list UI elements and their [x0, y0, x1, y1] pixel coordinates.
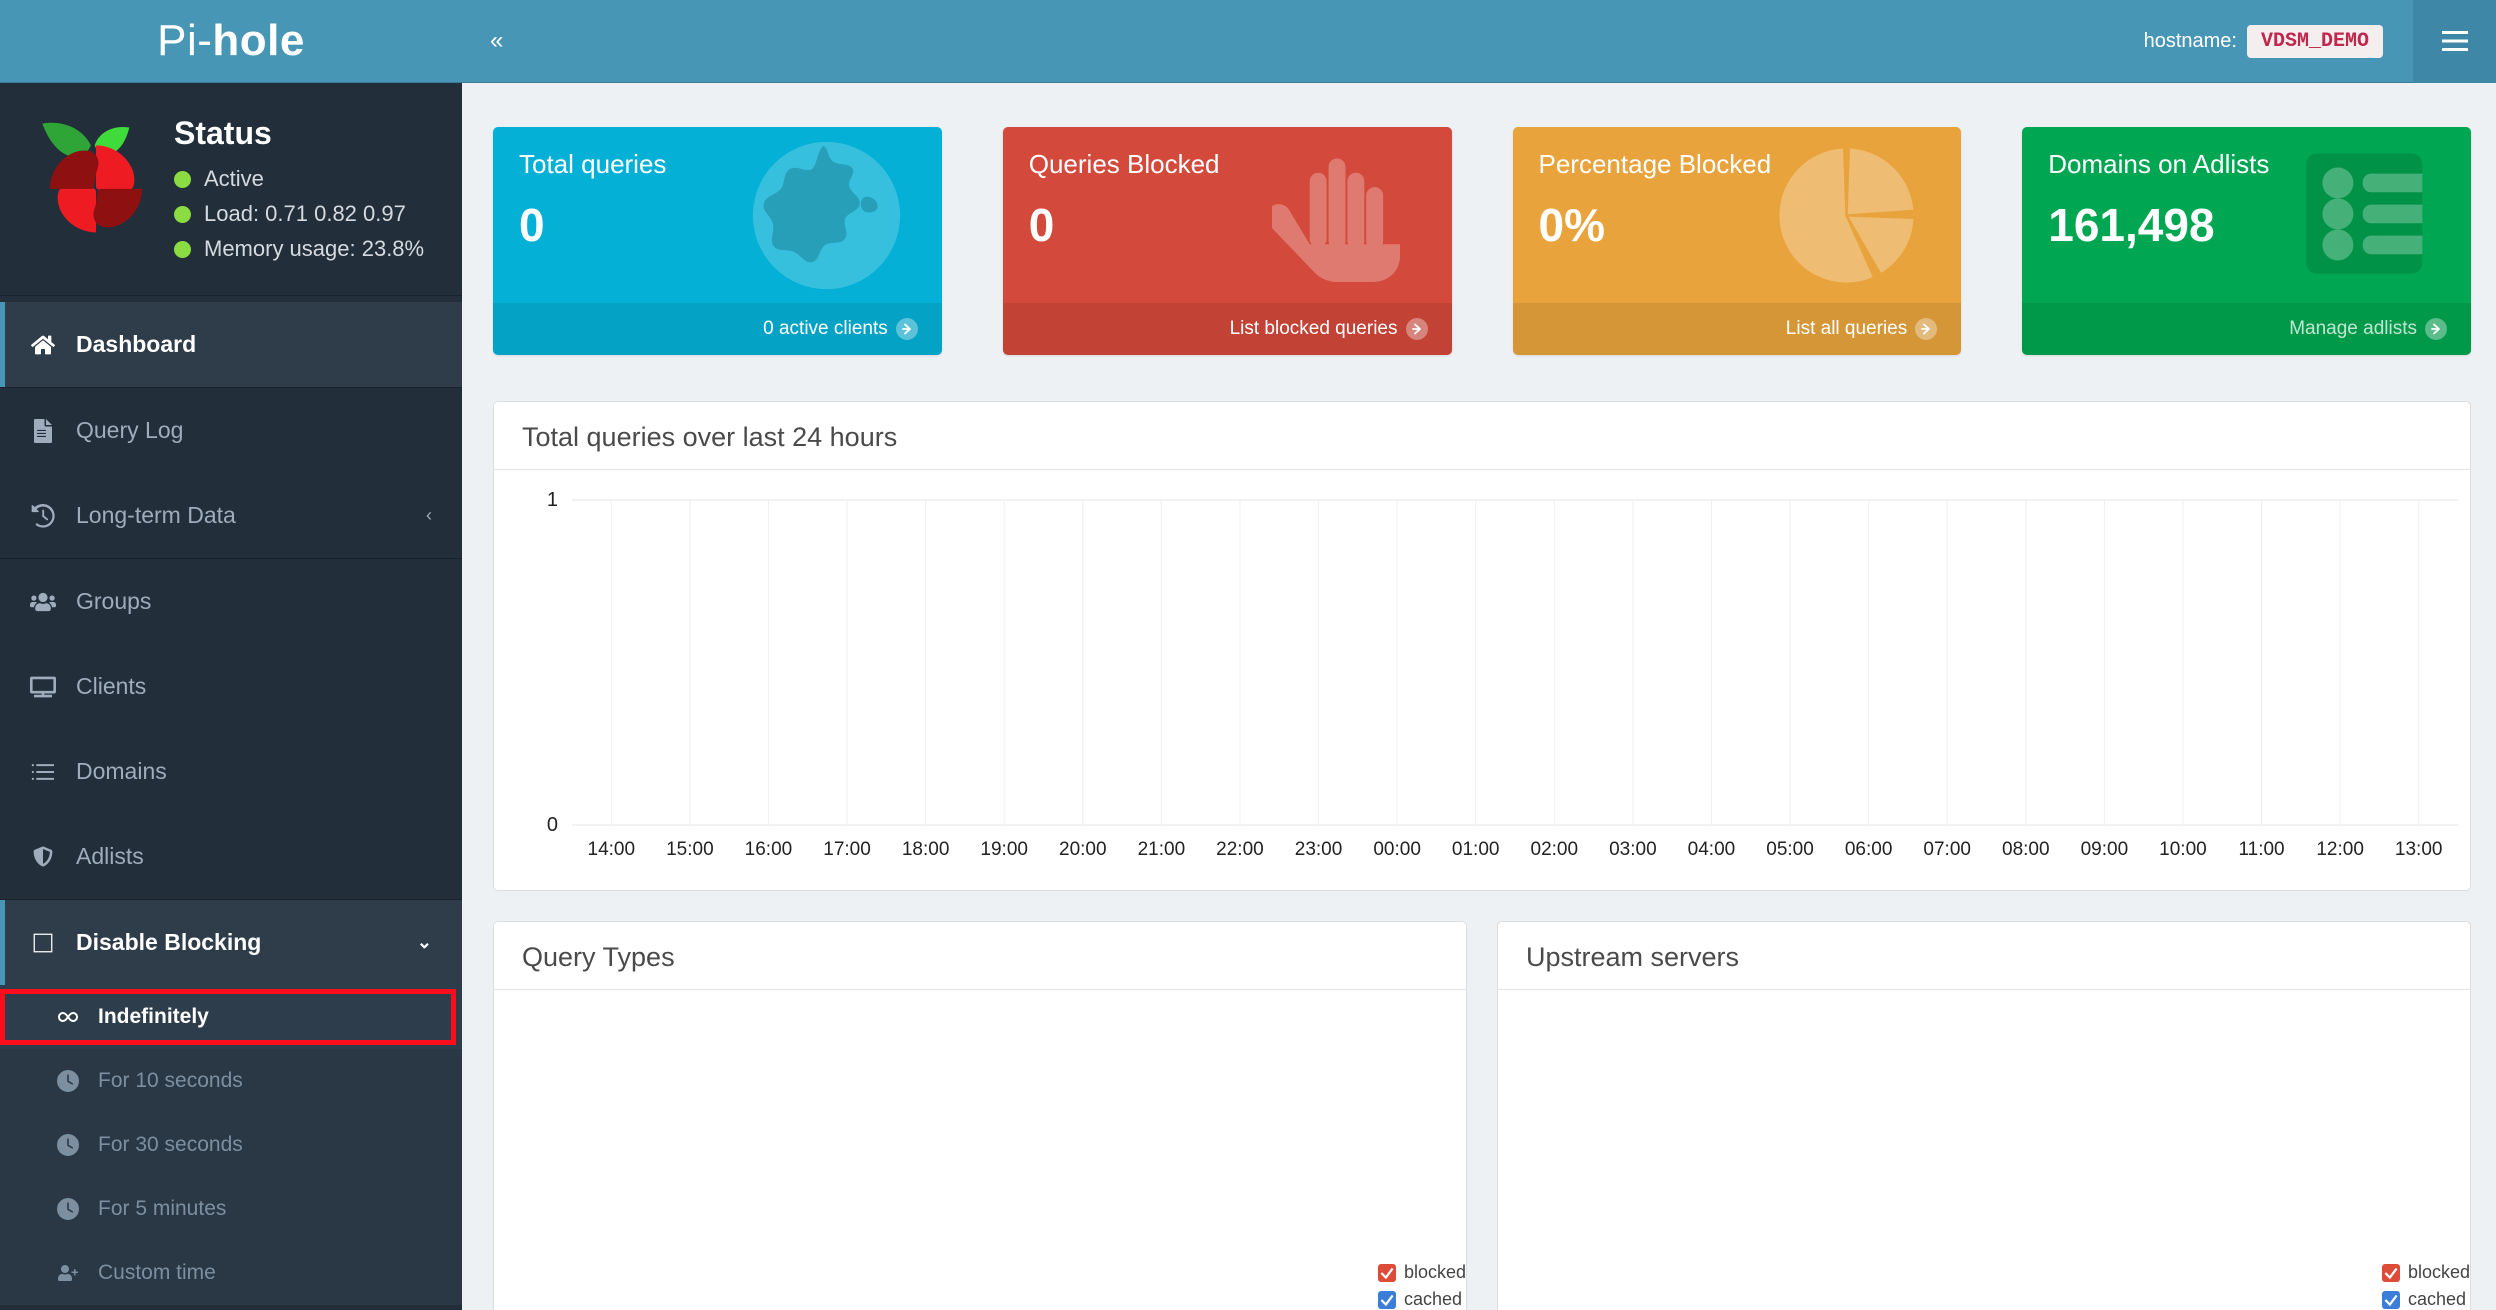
svg-text:16:00: 16:00	[745, 839, 793, 860]
svg-text:01:00: 01:00	[1452, 839, 1500, 860]
svg-text:19:00: 19:00	[980, 839, 1028, 860]
svg-text:21:00: 21:00	[1138, 839, 1186, 860]
svg-text:08:00: 08:00	[2002, 839, 2050, 860]
svg-text:1: 1	[547, 490, 558, 511]
svg-text:06:00: 06:00	[1845, 839, 1893, 860]
svg-text:18:00: 18:00	[902, 839, 950, 860]
svg-text:10:00: 10:00	[2159, 839, 2207, 860]
svg-text:02:00: 02:00	[1531, 839, 1579, 860]
svg-text:07:00: 07:00	[1923, 839, 1971, 860]
svg-text:15:00: 15:00	[666, 839, 714, 860]
svg-text:12:00: 12:00	[2316, 839, 2364, 860]
svg-text:05:00: 05:00	[1766, 839, 1814, 860]
svg-text:0: 0	[547, 814, 558, 836]
svg-text:20:00: 20:00	[1059, 839, 1107, 860]
svg-text:17:00: 17:00	[823, 839, 871, 860]
svg-text:22:00: 22:00	[1216, 839, 1264, 860]
svg-text:13:00: 13:00	[2395, 839, 2443, 860]
svg-text:04:00: 04:00	[1688, 839, 1736, 860]
svg-text:11:00: 11:00	[2238, 839, 2284, 860]
svg-text:09:00: 09:00	[2081, 839, 2129, 860]
svg-text:00:00: 00:00	[1373, 839, 1421, 860]
svg-text:23:00: 23:00	[1295, 839, 1343, 860]
svg-text:14:00: 14:00	[588, 839, 636, 860]
svg-text:03:00: 03:00	[1609, 839, 1657, 860]
